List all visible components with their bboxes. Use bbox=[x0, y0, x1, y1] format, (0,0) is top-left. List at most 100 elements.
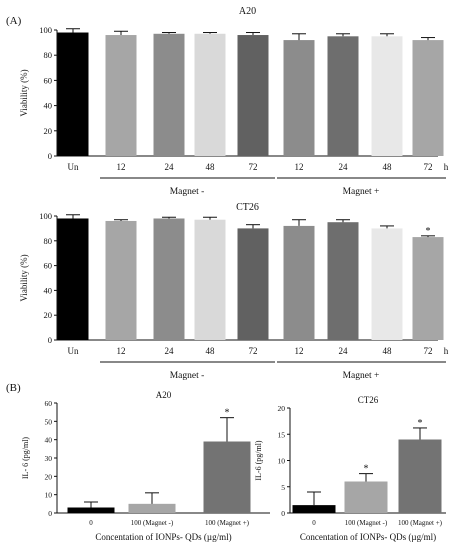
bar bbox=[327, 222, 359, 340]
x-tick-label: 72 bbox=[249, 346, 258, 356]
y-tick-label: 40 bbox=[45, 436, 53, 445]
x-unit-label: h bbox=[444, 162, 449, 172]
chart-title: CT26 bbox=[358, 395, 379, 405]
bar bbox=[194, 219, 226, 340]
x-tick-label: 24 bbox=[165, 346, 175, 356]
bar bbox=[371, 228, 403, 340]
bar bbox=[398, 439, 442, 513]
y-axis-label: Viability (%) bbox=[19, 254, 29, 301]
x-tick-label: 12 bbox=[295, 346, 304, 356]
x-tick-label: 48 bbox=[383, 346, 393, 356]
x-tick-label: 100 (Magnet +) bbox=[205, 519, 250, 527]
y-tick-label: 5 bbox=[281, 483, 285, 492]
bar bbox=[105, 220, 137, 340]
bar bbox=[57, 218, 89, 340]
bar bbox=[105, 35, 137, 156]
y-tick-label: 10 bbox=[278, 457, 286, 466]
significance-marker: * bbox=[418, 418, 423, 429]
group-label: Magnet + bbox=[343, 187, 380, 197]
x-tick-label: 100 (Magnet -) bbox=[131, 519, 174, 527]
chart-1: CT26 0 20 40 60 80 100 Viability (%) Un 12 24 48 72 1… bbox=[19, 202, 449, 381]
y-tick-label: 20 bbox=[45, 472, 53, 481]
group-label: Magnet - bbox=[170, 187, 205, 197]
panel-label-b: (B) bbox=[6, 382, 21, 394]
significance-marker: * bbox=[364, 464, 369, 475]
y-tick-label: 100 bbox=[39, 25, 52, 35]
x-tick-label: 24 bbox=[339, 162, 349, 172]
y-tick-label: 20 bbox=[44, 126, 53, 136]
y-tick-label: 60 bbox=[45, 399, 53, 408]
panel-label-a: (A) bbox=[6, 15, 22, 27]
x-tick-label: 12 bbox=[117, 346, 126, 356]
bar bbox=[292, 505, 336, 513]
x-tick-label: 24 bbox=[165, 162, 175, 172]
chart-title: A20 bbox=[239, 6, 256, 17]
x-tick-label: 48 bbox=[206, 162, 216, 172]
x-tick-label: 0 bbox=[89, 519, 93, 527]
x-axis-label: Concentation of IONPs- QDs (µg/ml) bbox=[300, 532, 436, 542]
bar bbox=[203, 441, 251, 513]
y-tick-label: 60 bbox=[44, 75, 53, 85]
x-tick-label: 100 (Magnet -) bbox=[345, 519, 388, 527]
x-unit-label: h bbox=[444, 346, 449, 356]
x-tick-label: 12 bbox=[117, 162, 126, 172]
bar bbox=[283, 40, 315, 156]
bar bbox=[412, 237, 444, 340]
y-tick-label: 80 bbox=[44, 50, 53, 60]
x-tick-label: 0 bbox=[312, 519, 316, 527]
y-tick-label: 0 bbox=[281, 509, 285, 518]
x-tick-label: 72 bbox=[249, 162, 258, 172]
y-tick-label: 60 bbox=[44, 261, 53, 271]
y-tick-label: 50 bbox=[45, 417, 53, 426]
y-tick-label: 40 bbox=[44, 285, 53, 295]
group-label: Magnet + bbox=[343, 371, 380, 381]
x-tick-label: 72 bbox=[424, 162, 433, 172]
group-label: Magnet - bbox=[170, 371, 205, 381]
y-tick-label: 30 bbox=[45, 454, 53, 463]
bar bbox=[153, 218, 185, 340]
x-tick-label: 48 bbox=[206, 346, 216, 356]
significance-marker: * bbox=[225, 408, 230, 419]
chart-2: A20 0 10 20 30 40 50 60 IL- 6 (pg/ml) 0 100 (Magne… bbox=[21, 390, 270, 542]
x-axis-label: Concentation of IONPs- QDs (µg/ml) bbox=[95, 532, 231, 542]
bar bbox=[237, 35, 269, 156]
chart-title: A20 bbox=[156, 390, 172, 400]
chart-0: A20 0 20 40 60 80 100 Viability (%) Un 12 24 48 72 12… bbox=[19, 6, 449, 197]
x-tick-label: 48 bbox=[383, 162, 393, 172]
x-tick-label: 24 bbox=[339, 346, 349, 356]
bar bbox=[283, 225, 315, 340]
bar bbox=[67, 507, 115, 513]
significance-marker: * bbox=[426, 226, 431, 237]
y-tick-label: 0 bbox=[48, 509, 52, 518]
y-tick-label: 0 bbox=[48, 151, 52, 161]
bar bbox=[237, 228, 269, 340]
bar bbox=[153, 33, 185, 156]
x-tick-label: 72 bbox=[424, 346, 433, 356]
y-axis-label: Viability (%) bbox=[19, 69, 29, 116]
y-tick-label: 20 bbox=[44, 310, 53, 320]
y-tick-label: 20 bbox=[278, 404, 286, 413]
y-tick-label: 15 bbox=[278, 430, 286, 439]
bar bbox=[344, 481, 388, 513]
y-tick-label: 10 bbox=[45, 491, 53, 500]
x-tick-label: Un bbox=[68, 162, 79, 172]
y-axis-label: IL-6 (pg/ml) bbox=[254, 440, 263, 481]
y-tick-label: 40 bbox=[44, 101, 53, 111]
x-tick-label: Un bbox=[68, 346, 79, 356]
y-tick-label: 0 bbox=[48, 335, 52, 345]
bar bbox=[412, 40, 444, 156]
y-tick-label: 80 bbox=[44, 236, 53, 246]
bar bbox=[57, 32, 89, 156]
x-tick-label: 100 (Magnet +) bbox=[398, 519, 443, 527]
bar bbox=[194, 33, 226, 156]
chart-3: CT26 0 5 10 15 20 IL-6 (pg/ml) 0 * 100 (Magnet -)… bbox=[254, 395, 446, 542]
bar bbox=[128, 503, 176, 513]
chart-title: CT26 bbox=[236, 202, 259, 213]
y-tick-label: 100 bbox=[39, 211, 52, 221]
y-axis-label: IL- 6 (pg/ml) bbox=[21, 437, 30, 480]
bar bbox=[371, 36, 403, 156]
bar bbox=[327, 36, 359, 156]
x-tick-label: 12 bbox=[295, 162, 304, 172]
